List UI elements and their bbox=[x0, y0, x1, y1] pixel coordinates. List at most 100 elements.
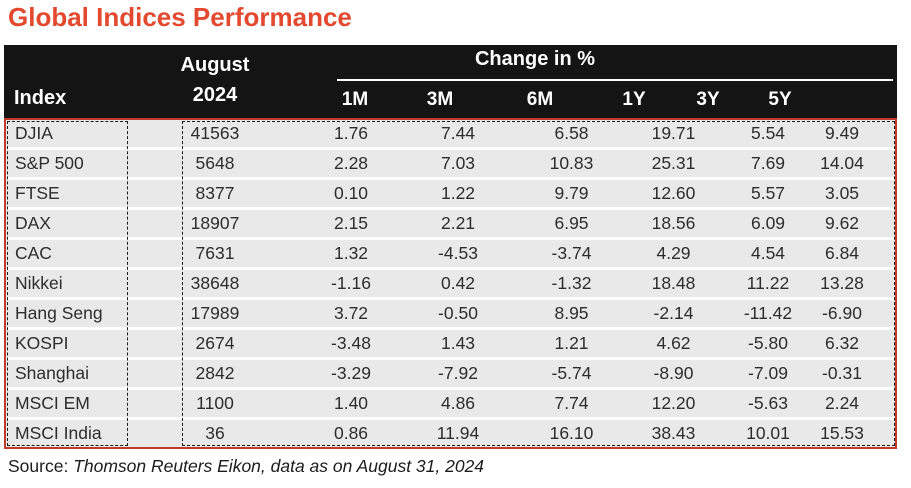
value-cell: 1.43 bbox=[403, 330, 513, 357]
value-cell: 5648 bbox=[183, 150, 283, 177]
value-cell: -4.53 bbox=[403, 240, 513, 267]
value-cell: 36 bbox=[183, 420, 283, 447]
value-cell: 18907 bbox=[183, 210, 283, 237]
value-cell: -7.92 bbox=[403, 360, 513, 387]
value-cell: 2.15 bbox=[283, 210, 403, 237]
value-cell: 1100 bbox=[183, 390, 283, 417]
value-cell: -6.90 bbox=[801, 300, 895, 327]
spacer-cell bbox=[128, 270, 183, 297]
value-cell: 5.57 bbox=[717, 180, 801, 207]
value-cell: 7.74 bbox=[513, 390, 618, 417]
index-cell: Shanghai bbox=[6, 360, 128, 387]
value-cell: 2674 bbox=[183, 330, 283, 357]
value-cell: 6.58 bbox=[513, 120, 618, 147]
value-cell: 1.21 bbox=[513, 330, 618, 357]
value-cell: -5.74 bbox=[513, 360, 618, 387]
header-august-2024: August 2024 bbox=[155, 50, 275, 110]
spacer-cell bbox=[128, 180, 183, 207]
spacer-cell bbox=[128, 360, 183, 387]
index-cell: S&P 500 bbox=[6, 150, 128, 177]
value-cell: 4.62 bbox=[618, 330, 717, 357]
spacer-cell bbox=[128, 390, 183, 417]
value-cell: 7.03 bbox=[403, 150, 513, 177]
table-row: S&P 500 5648 2.28 7.03 10.83 25.31 7.69 14.04 bbox=[6, 150, 895, 177]
value-cell: 4.29 bbox=[618, 240, 717, 267]
value-cell: 14.04 bbox=[801, 150, 895, 177]
header-period-3m: 3M bbox=[426, 89, 454, 110]
header-index: Index bbox=[14, 87, 67, 109]
header-change-in-percent: Change in % bbox=[474, 48, 595, 70]
index-cell: MSCI EM bbox=[6, 390, 128, 417]
spacer-cell bbox=[128, 330, 183, 357]
value-cell: -5.80 bbox=[717, 330, 801, 357]
source-prefix: Source: bbox=[8, 456, 74, 476]
value-cell: 11.22 bbox=[717, 270, 801, 297]
value-cell: -0.50 bbox=[403, 300, 513, 327]
value-cell: 18.56 bbox=[618, 210, 717, 237]
value-cell: -1.32 bbox=[513, 270, 618, 297]
table-row: DJIA 41563 1.76 7.44 6.58 19.71 5.54 9.49 bbox=[6, 120, 895, 147]
table-row: MSCI EM 1100 1.40 4.86 7.74 12.20 -5.63 2.24 bbox=[6, 390, 895, 417]
value-cell: 16.10 bbox=[513, 420, 618, 447]
value-cell: 2.28 bbox=[283, 150, 403, 177]
header-period-6m: 6M bbox=[526, 89, 554, 110]
value-cell: 7.44 bbox=[403, 120, 513, 147]
value-cell: 0.10 bbox=[283, 180, 403, 207]
header-august-line2: 2024 bbox=[192, 84, 238, 106]
value-cell: 2.24 bbox=[801, 390, 895, 417]
value-cell: 3.72 bbox=[283, 300, 403, 327]
index-cell: Hang Seng bbox=[6, 300, 128, 327]
value-cell: -3.29 bbox=[283, 360, 403, 387]
value-cell: 6.95 bbox=[513, 210, 618, 237]
value-cell: 1.22 bbox=[403, 180, 513, 207]
value-cell: 9.79 bbox=[513, 180, 618, 207]
source-note: Source: Thomson Reuters Eikon, data as o… bbox=[8, 456, 484, 477]
value-cell: 3.05 bbox=[801, 180, 895, 207]
source-text: Thomson Reuters Eikon, data as on August… bbox=[73, 456, 485, 476]
value-cell: 8.95 bbox=[513, 300, 618, 327]
value-cell: 7631 bbox=[183, 240, 283, 267]
value-cell: 12.20 bbox=[618, 390, 717, 417]
table-row: KOSPI 2674 -3.48 1.43 1.21 4.62 -5.80 6.32 bbox=[6, 330, 895, 357]
value-cell: 6.84 bbox=[801, 240, 895, 267]
spacer-cell bbox=[128, 420, 183, 447]
header-period-1y: 1Y bbox=[622, 89, 646, 110]
value-cell: -0.31 bbox=[801, 360, 895, 387]
value-cell: 10.83 bbox=[513, 150, 618, 177]
spacer-cell bbox=[128, 210, 183, 237]
table-row: DAX 18907 2.15 2.21 6.95 18.56 6.09 9.62 bbox=[6, 210, 895, 237]
page-title: Global Indices Performance bbox=[8, 2, 352, 32]
value-cell: 1.40 bbox=[283, 390, 403, 417]
value-cell: -2.14 bbox=[618, 300, 717, 327]
value-cell: 4.54 bbox=[717, 240, 801, 267]
value-cell: 38.43 bbox=[618, 420, 717, 447]
value-cell: 11.94 bbox=[403, 420, 513, 447]
value-cell: 2.21 bbox=[403, 210, 513, 237]
value-cell: 18.48 bbox=[618, 270, 717, 297]
table-row: Nikkei 38648 -1.16 0.42 -1.32 18.48 11.22 13.28 bbox=[6, 270, 895, 297]
index-cell: KOSPI bbox=[6, 330, 128, 357]
spacer-cell bbox=[128, 120, 183, 147]
header-august-line1: August bbox=[180, 54, 250, 76]
value-cell: -7.09 bbox=[717, 360, 801, 387]
value-cell: 6.09 bbox=[717, 210, 801, 237]
table-row: CAC 7631 1.32 -4.53 -3.74 4.29 4.54 6.84 bbox=[6, 240, 895, 267]
value-cell: -3.74 bbox=[513, 240, 618, 267]
value-cell: 8377 bbox=[183, 180, 283, 207]
index-cell: Nikkei bbox=[6, 270, 128, 297]
index-cell: CAC bbox=[6, 240, 128, 267]
value-cell: 0.86 bbox=[283, 420, 403, 447]
value-cell: 0.42 bbox=[403, 270, 513, 297]
value-cell: -5.63 bbox=[717, 390, 801, 417]
table-row: FTSE 8377 0.10 1.22 9.79 12.60 5.57 3.05 bbox=[6, 180, 895, 207]
value-cell: 38648 bbox=[183, 270, 283, 297]
value-cell: 13.28 bbox=[801, 270, 895, 297]
spacer-cell bbox=[128, 300, 183, 327]
value-cell: 2842 bbox=[183, 360, 283, 387]
value-cell: 15.53 bbox=[801, 420, 895, 447]
value-cell: 6.32 bbox=[801, 330, 895, 357]
value-cell: 9.62 bbox=[801, 210, 895, 237]
header-period-5y: 5Y bbox=[768, 89, 792, 110]
table-row: Hang Seng 17989 3.72 -0.50 8.95 -2.14 -11.42 -6… bbox=[6, 300, 895, 327]
value-cell: 1.32 bbox=[283, 240, 403, 267]
